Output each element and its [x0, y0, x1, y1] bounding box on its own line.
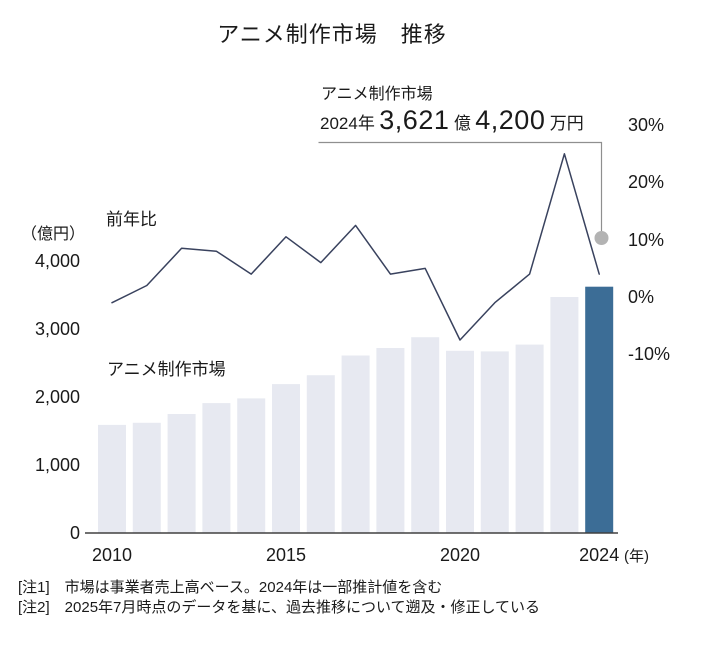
bar-2010 — [98, 424, 126, 533]
bar-2016 — [306, 375, 335, 533]
annotation-connector-line — [318, 141, 603, 231]
line-series-label: 前年比 — [106, 210, 157, 229]
footnote-1: [注1] 市場は事業者売上高ベース。2024年は一部推計値を含む — [18, 579, 443, 596]
bar-2021 — [480, 351, 509, 533]
bar-2019 — [411, 337, 440, 533]
annotation-value: 2024年 3,621 億 4,200 万円 — [320, 105, 584, 136]
yoy-line — [111, 153, 600, 341]
bar-2015 — [272, 384, 300, 533]
annotation-amount-oku: 3,621 — [379, 105, 450, 135]
bar-2020 — [446, 350, 474, 533]
bar-2017 — [341, 355, 370, 533]
bar-2018 — [376, 348, 405, 533]
right-tick-30: 30% — [628, 115, 665, 136]
annotation-dot — [594, 231, 609, 245]
bar-2013 — [202, 403, 231, 533]
left-tick-0: 0 — [69, 523, 80, 543]
bar-2011 — [132, 422, 161, 533]
chart-title: アニメ制作市場 推移 — [217, 22, 447, 47]
x-tick-2020: 2020 — [439, 545, 481, 565]
bar-2014 — [237, 398, 266, 533]
annotation-unit-man: 万円 — [549, 114, 584, 133]
footnotes: [注1] 市場は事業者売上高ベース。2024年は一部推計値を含む [注2] 20… — [18, 578, 540, 618]
right-tick-20: 20% — [628, 172, 665, 193]
x-tick-2024: 2024 — [579, 545, 620, 565]
x-tick-2015: 2015 — [265, 545, 307, 565]
x-tick-2010: 2010 — [91, 545, 133, 565]
right-tick-10: 10% — [628, 229, 665, 250]
left-tick-1000: 1,000 — [34, 455, 80, 475]
bar-2022 — [515, 344, 544, 533]
left-axis-unit-label: （億円） — [21, 226, 86, 243]
left-tick-3000: 3,000 — [34, 319, 80, 339]
annotation-unit-oku: 億 — [453, 114, 471, 133]
left-tick-4000: 4,000 — [34, 251, 80, 271]
x-axis-unit-label: (年) — [624, 548, 649, 565]
bar-2023 — [550, 297, 579, 533]
annotation-series-label: アニメ制作市場 — [321, 86, 433, 103]
bar-2012 — [167, 414, 196, 533]
right-tick-0: 0% — [628, 287, 655, 307]
annotation-amount-man: 4,200 — [475, 105, 546, 135]
bar-2024 — [585, 286, 614, 533]
right-tick--10: -10% — [628, 344, 671, 365]
left-tick-2000: 2,000 — [34, 387, 80, 407]
footnote-2: [注2] 2025年7月時点のデータを基に、過去推移について遡及・修正している — [18, 599, 541, 616]
annotation-year-prefix: 2024年 — [320, 114, 375, 133]
bar-series-label: アニメ制作市場 — [107, 360, 226, 379]
